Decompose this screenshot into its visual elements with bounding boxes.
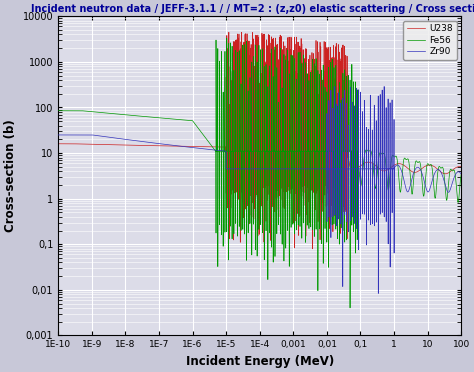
U238 xyxy=(55,142,61,146)
U238 xyxy=(288,151,293,155)
U238 xyxy=(310,247,316,251)
X-axis label: Incident Energy (MeV): Incident Energy (MeV) xyxy=(186,355,334,368)
Zr90 xyxy=(361,167,366,171)
Fe56 xyxy=(368,149,374,153)
Zr90 xyxy=(381,84,387,89)
Line: Fe56: Fe56 xyxy=(58,38,461,308)
U238 xyxy=(102,142,108,147)
U238 xyxy=(253,151,259,155)
Zr90 xyxy=(375,291,381,296)
Zr90 xyxy=(78,133,83,137)
Fe56 xyxy=(224,36,229,41)
Fe56 xyxy=(347,306,353,310)
Zr90 xyxy=(458,172,464,176)
Fe56 xyxy=(275,149,281,153)
Zr90 xyxy=(434,168,439,172)
U238 xyxy=(226,30,232,35)
Fe56 xyxy=(442,180,447,185)
Line: U238: U238 xyxy=(58,32,461,249)
Zr90 xyxy=(166,142,172,147)
Line: Zr90: Zr90 xyxy=(58,87,461,294)
U238 xyxy=(254,151,260,155)
Zr90 xyxy=(118,137,123,141)
Title: Incident neutron data / JEFF-3.1.1 / / MT=2 : (z,z0) elastic scattering / Cross : Incident neutron data / JEFF-3.1.1 / / M… xyxy=(31,4,474,14)
Zr90 xyxy=(144,140,150,144)
Fe56 xyxy=(384,174,390,179)
Fe56 xyxy=(224,149,230,153)
U238 xyxy=(180,144,185,148)
Fe56 xyxy=(351,80,356,84)
Zr90 xyxy=(55,133,61,137)
U238 xyxy=(458,164,464,169)
Fe56 xyxy=(55,109,61,113)
Legend: U238, Fe56, Zr90: U238, Fe56, Zr90 xyxy=(403,21,456,60)
U238 xyxy=(193,144,199,149)
Y-axis label: Cross-section (b): Cross-section (b) xyxy=(4,119,17,232)
Fe56 xyxy=(458,172,464,177)
